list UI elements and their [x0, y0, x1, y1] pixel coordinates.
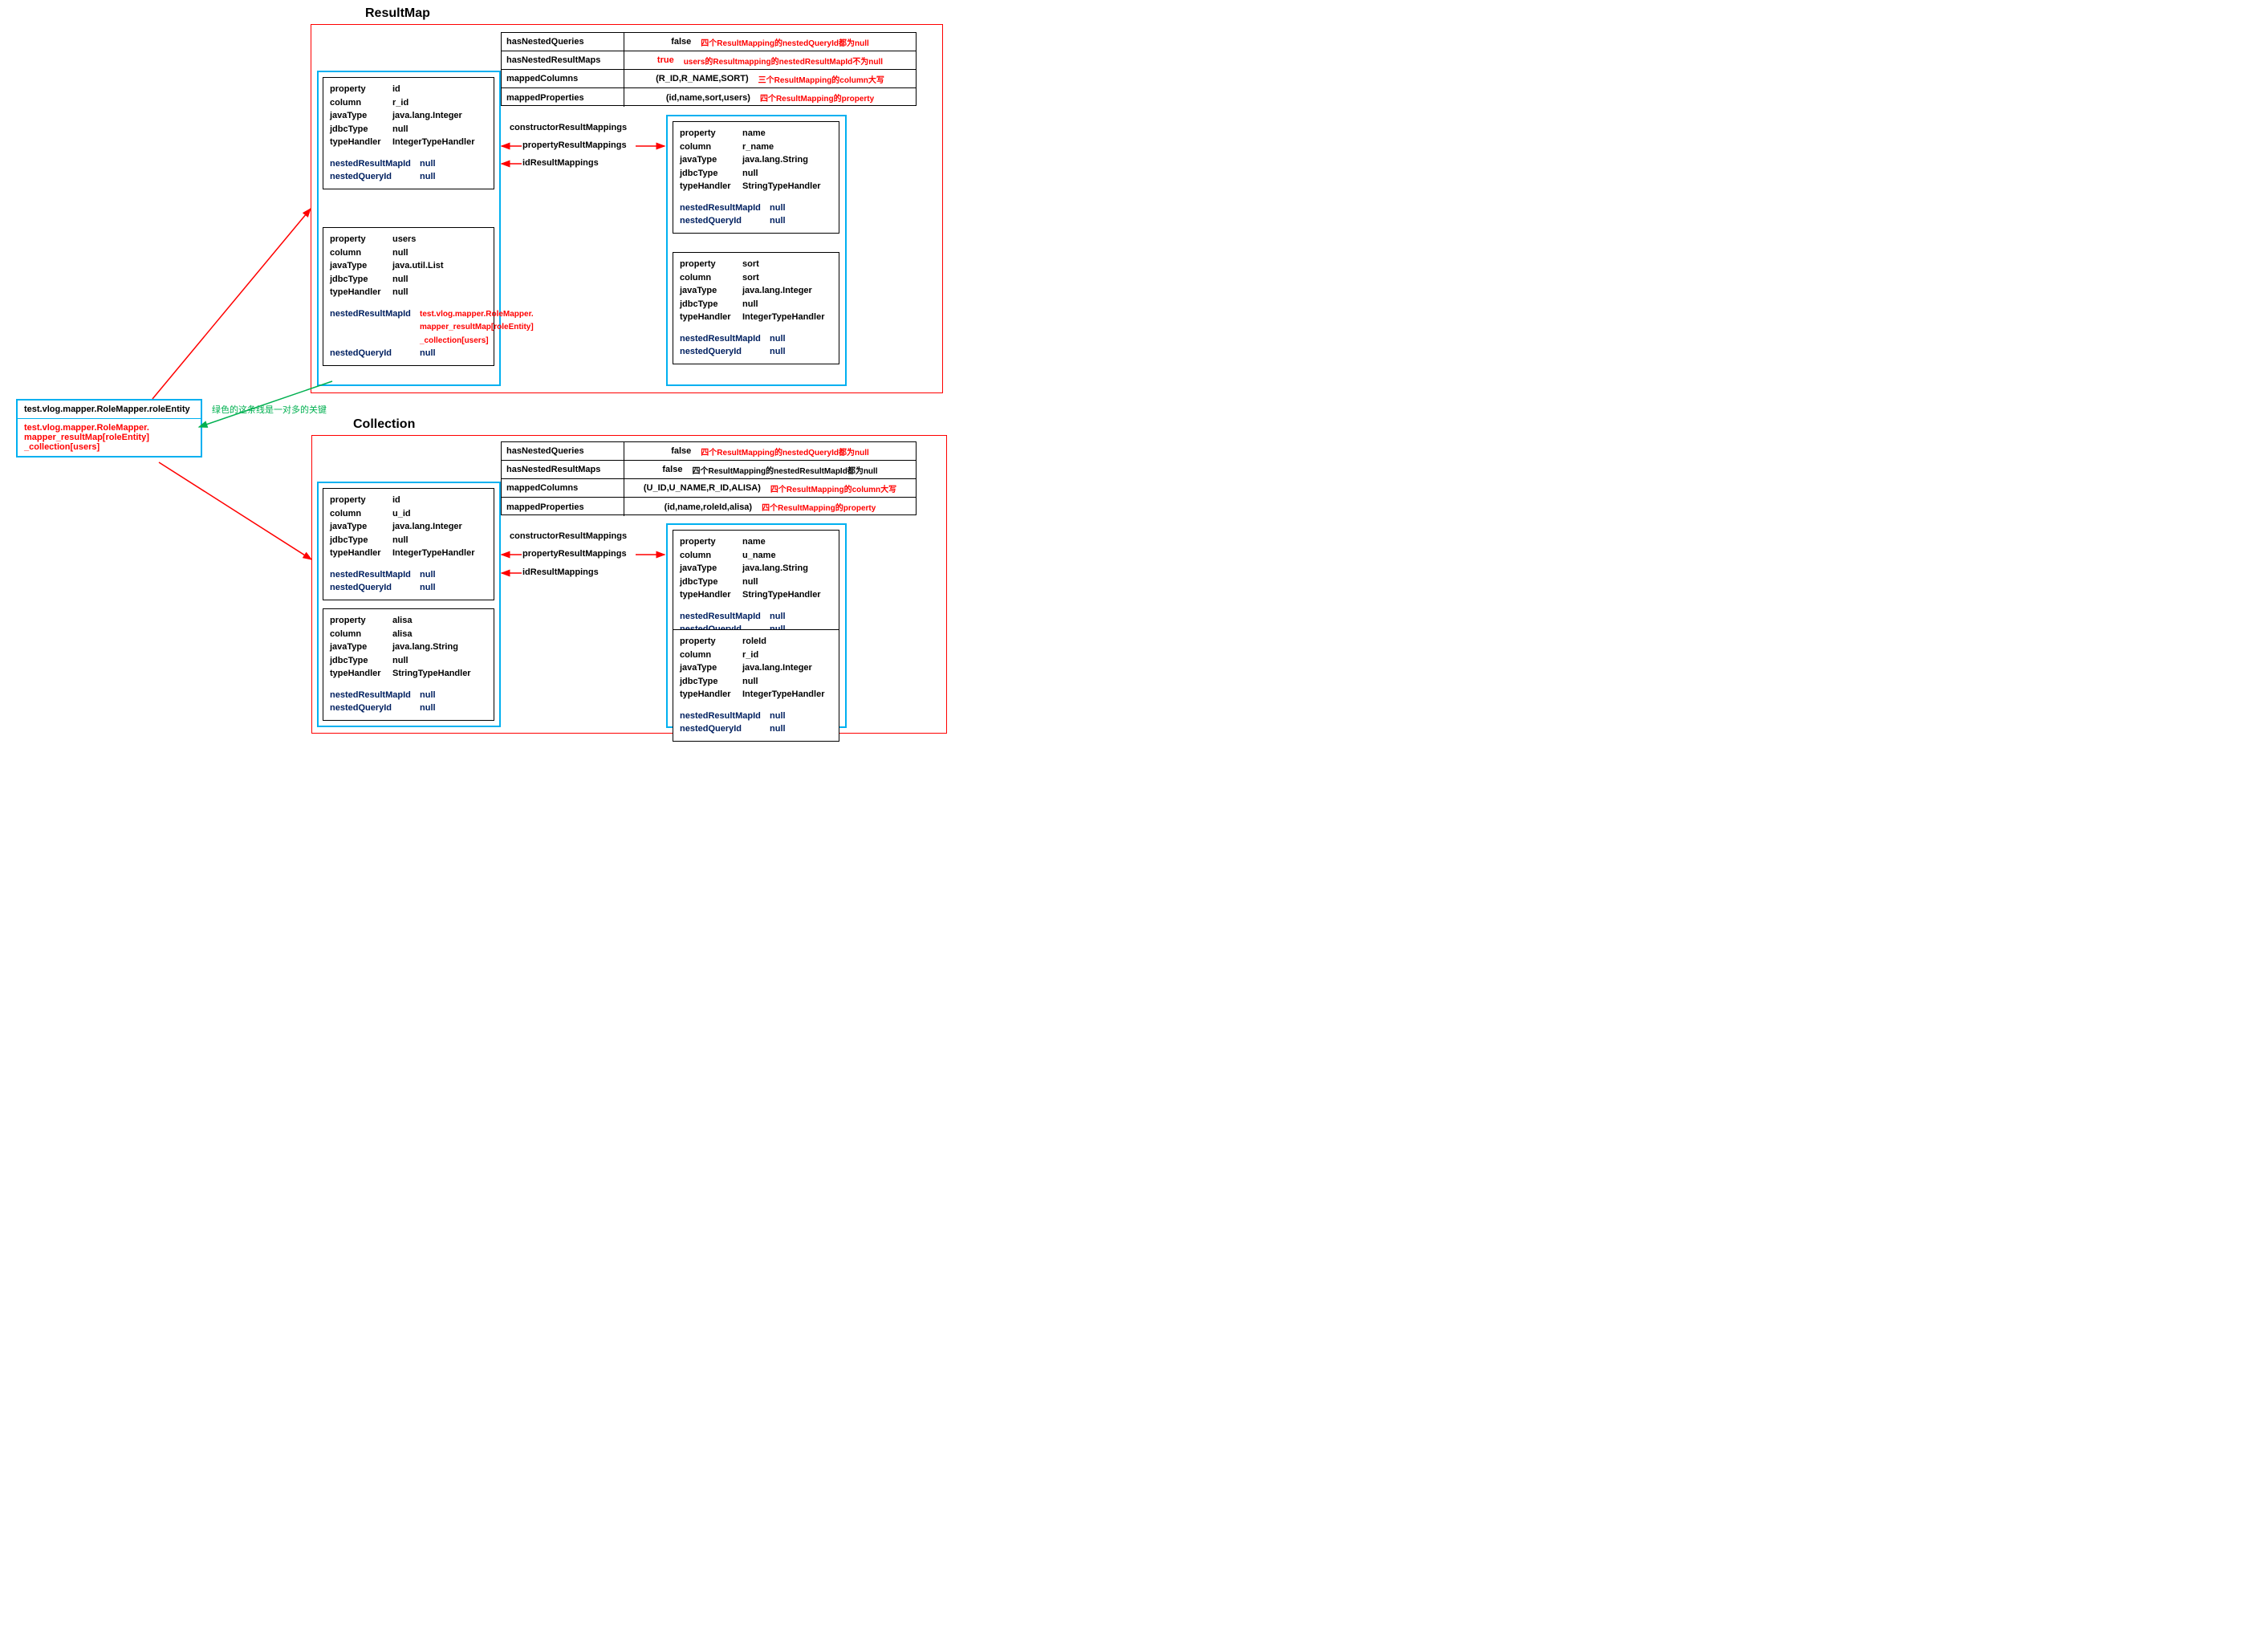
col-box-roleid: propertyroleIdcolumnr_idjavaTypejava.lan…	[673, 629, 839, 742]
rm-box-name: propertynamecolumnr_namejavaTypejava.lan…	[673, 121, 839, 234]
table-row: hasNestedResultMapstrueusers的Resultmappi…	[502, 51, 916, 70]
table-row: mappedColumns(R_ID,R_NAME,SORT)三个ResultM…	[502, 70, 916, 88]
left-entity-box: test.vlog.mapper.RoleMapper.roleEntity t…	[16, 399, 202, 458]
table-row: mappedProperties(id,name,roleId,alisa)四个…	[502, 498, 916, 516]
rm-label-id: idResultMappings	[522, 158, 599, 168]
left-entity-line2: test.vlog.mapper.RoleMapper. mapper_resu…	[18, 418, 201, 456]
table-row: hasNestedQueriesfalse四个ResultMapping的nes…	[502, 33, 916, 51]
resultmap-table: hasNestedQueriesfalse四个ResultMapping的nes…	[501, 32, 917, 106]
col-box-id: propertyidcolumnu_idjavaTypejava.lang.In…	[323, 488, 494, 600]
rm-box-users: propertyuserscolumnnulljavaTypejava.util…	[323, 227, 494, 366]
col-box-name: propertynamecolumnu_namejavaTypejava.lan…	[673, 530, 839, 642]
collection-table: hasNestedQueriesfalse四个ResultMapping的nes…	[501, 441, 917, 515]
table-row: mappedProperties(id,name,sort,users)四个Re…	[502, 88, 916, 107]
table-row: hasNestedResultMapsfalse四个ResultMapping的…	[502, 461, 916, 479]
title-collection: Collection	[353, 417, 415, 432]
table-row: mappedColumns(U_ID,U_NAME,R_ID,ALISA)四个R…	[502, 479, 916, 498]
rm-label-constructor: constructorResultMappings	[510, 123, 627, 132]
table-row: hasNestedQueriesfalse四个ResultMapping的nes…	[502, 442, 916, 461]
rm-box-sort: propertysortcolumnsortjavaTypejava.lang.…	[673, 252, 839, 364]
col-label-id: idResultMappings	[522, 567, 599, 577]
col-label-constructor: constructorResultMappings	[510, 531, 627, 541]
green-note: 绿色的这条线是一对多的关键	[212, 403, 327, 416]
col-label-property: propertyResultMappings	[522, 549, 627, 559]
rm-box-id: propertyidcolumnr_idjavaTypejava.lang.In…	[323, 77, 494, 189]
col-box-alisa: propertyalisacolumnalisajavaTypejava.lan…	[323, 608, 494, 721]
title-resultmap: ResultMap	[365, 6, 430, 21]
left-entity-line1: test.vlog.mapper.RoleMapper.roleEntity	[18, 401, 201, 418]
rm-label-property: propertyResultMappings	[522, 140, 627, 150]
